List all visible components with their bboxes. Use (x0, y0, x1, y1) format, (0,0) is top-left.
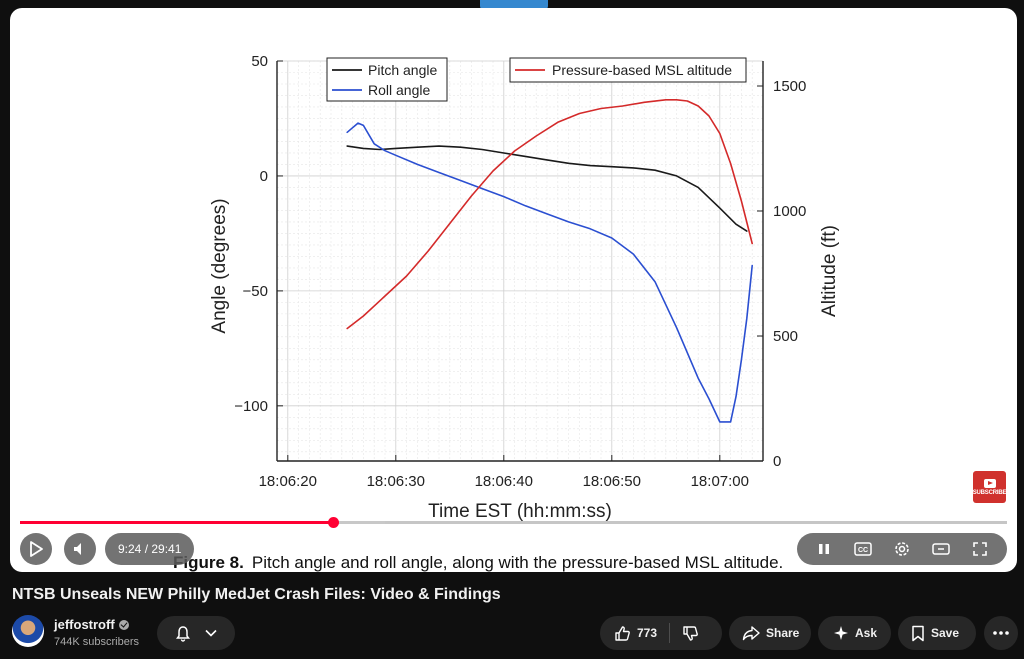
svg-text:CC: CC (858, 547, 868, 554)
settings-button[interactable] (889, 536, 915, 562)
time-total: 29:41 (151, 542, 182, 556)
x-tick-label: 18:06:50 (583, 473, 641, 490)
cc-icon: CC (854, 542, 872, 556)
like-divider (669, 623, 671, 643)
channel-name[interactable]: jeffostroff (54, 617, 115, 632)
progress-fill (20, 521, 333, 524)
y-tick-label: −50 (243, 283, 268, 300)
volume-button[interactable] (64, 533, 96, 565)
more-icon (993, 631, 1009, 635)
caption-text: Pitch angle and roll angle, along with t… (251, 553, 784, 572)
y-tick-label: 50 (251, 53, 268, 70)
video-title: NTSB Unseals NEW Philly MedJet Crash Fil… (12, 586, 501, 603)
subscriber-count: 744K subscribers (54, 636, 139, 648)
legend-label: Roll angle (368, 82, 430, 98)
video-player[interactable]: 18:06:20 18:06:30 18:06:40 18:06:50 18:07:00… (10, 8, 1017, 572)
pause-icon (819, 544, 830, 554)
share-button[interactable]: Share (729, 616, 811, 650)
play-icon (30, 541, 43, 557)
like-button[interactable]: 773 (614, 625, 657, 642)
top-notch (480, 0, 548, 10)
y2-tick-label: 0 (773, 453, 781, 470)
fullscreen-button[interactable] (967, 536, 993, 562)
captions-button[interactable]: CC (850, 536, 876, 562)
series-line-roll-angle (346, 122, 754, 423)
x-axis-title: Time EST (hh:mm:ss) (428, 501, 612, 522)
legend-right-box (509, 57, 747, 83)
y-tick-label: −100 (234, 398, 268, 415)
ask-label: Ask (855, 626, 878, 640)
channel-avatar[interactable] (12, 615, 44, 647)
y2-tick-label: 500 (773, 328, 798, 345)
pause-button[interactable] (811, 536, 837, 562)
more-actions-button[interactable] (984, 616, 1018, 650)
theater-icon (932, 543, 950, 555)
subscribe-badge-label: SUBSCRIBE (972, 489, 1007, 496)
theater-button[interactable] (928, 536, 954, 562)
verified-icon (118, 619, 129, 630)
y2-tick-label: 1500 (773, 78, 806, 95)
y2-tick-label: 1000 (773, 203, 806, 220)
x-tick-label: 18:06:40 (475, 473, 533, 490)
volume-icon (74, 543, 81, 555)
share-label: Share (766, 626, 800, 640)
x-tick-label: 18:06:30 (367, 473, 425, 490)
progress-scrubber[interactable] (327, 517, 339, 528)
save-label: Save (931, 626, 960, 640)
series-line-pressure-based-msl-altitude (346, 99, 754, 330)
bell-icon (176, 625, 190, 642)
badge-play-icon (983, 478, 996, 488)
y-axis-title: Angle (degrees) (209, 198, 230, 333)
share-icon (742, 626, 760, 641)
y-tick-label: 0 (260, 168, 268, 185)
y2-axis-title: Altitude (ft) (819, 225, 840, 317)
progress-bar[interactable] (20, 517, 1007, 528)
series-line-pitch-angle (346, 145, 748, 232)
x-tick-label: 18:06:20 (259, 473, 317, 490)
notifications-button[interactable] (157, 616, 235, 650)
sparkle-icon (834, 626, 848, 640)
subscribe-badge[interactable]: SUBSCRIBE (973, 471, 1006, 503)
channel-name-row[interactable]: jeffostroff (54, 617, 129, 632)
thumb-down-icon (683, 625, 698, 641)
ask-button[interactable]: Ask (818, 616, 891, 650)
bookmark-icon (912, 625, 924, 641)
legend-label: Pitch angle (368, 62, 437, 78)
play-button[interactable] (20, 533, 52, 565)
like-count: 773 (637, 626, 658, 640)
thumb-up-icon (615, 625, 630, 641)
legend-label: Pressure-based MSL altitude (552, 62, 732, 78)
figure-caption: Figure 8. Pitch angle and roll angle, alo… (173, 553, 783, 572)
fullscreen-icon (972, 542, 987, 556)
chart: 18:06:20 18:06:30 18:06:40 18:06:50 18:07:00… (209, 53, 840, 522)
player-right-controls: CC (797, 533, 1007, 565)
legend-left-box (326, 57, 448, 102)
x-tick-label: 18:07:00 (691, 473, 749, 490)
chevron-down-icon (205, 629, 217, 637)
save-button[interactable]: Save (898, 616, 976, 650)
dislike-button[interactable] (682, 625, 699, 642)
time-current: 9:24 (118, 542, 142, 556)
time-display: 9:24 / 29:41 (105, 533, 195, 565)
settings-icon (895, 542, 909, 556)
like-dislike-group: 773 (600, 616, 722, 650)
